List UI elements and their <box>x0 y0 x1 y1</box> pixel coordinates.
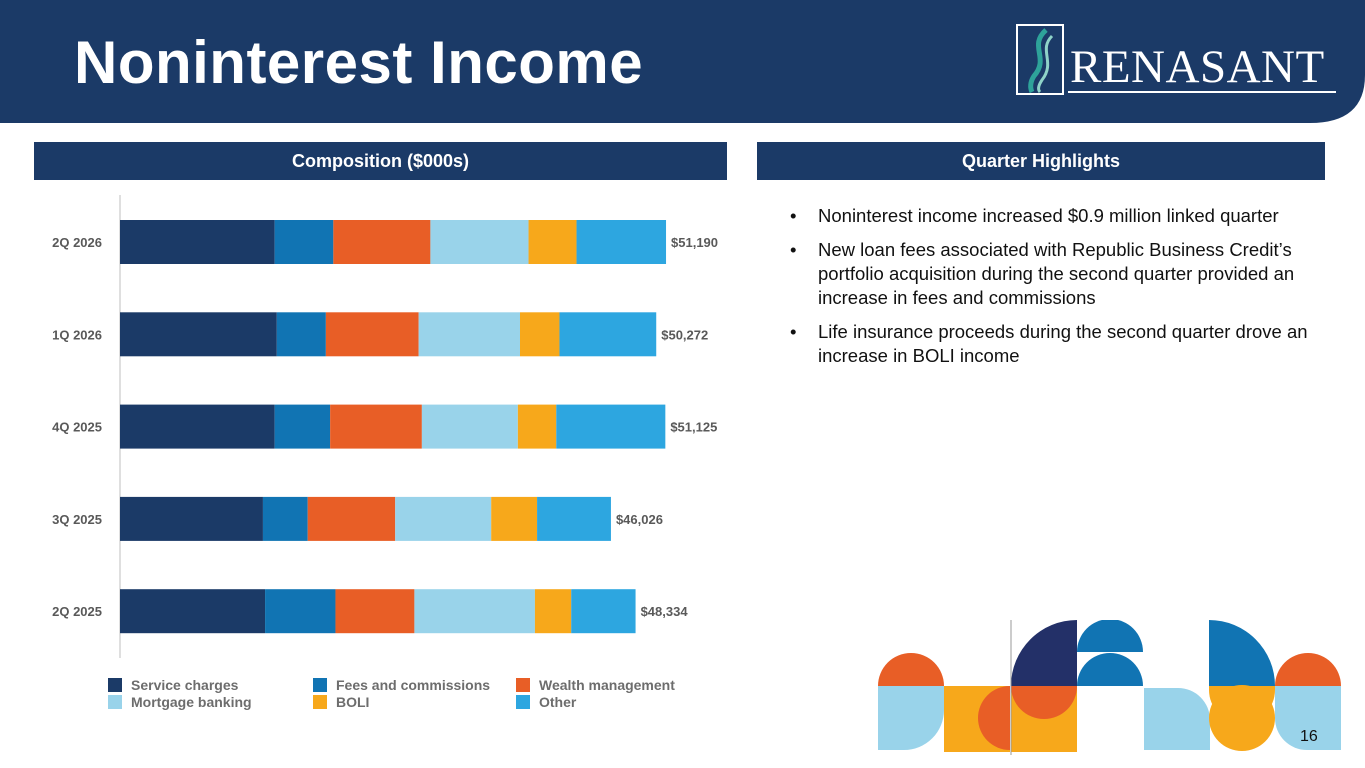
legend-item: Other <box>516 694 576 711</box>
category-label: 3Q 2025 <box>52 512 102 527</box>
bar-segment <box>330 404 422 449</box>
bar-segment <box>274 220 334 264</box>
bar-segment <box>528 220 577 264</box>
bar-segment <box>120 496 263 541</box>
bar-segment <box>120 220 275 264</box>
total-label: $51,125 <box>670 420 717 435</box>
bar-segment <box>120 589 266 634</box>
header-banner <box>0 0 1365 123</box>
slide-title: Noninterest Income <box>74 29 644 96</box>
stacked-bar-chart: 2Q 2026 $51,190 1Q 2026 $50,272 4Q 2025 $51,1… <box>52 195 718 658</box>
highlights-header: Quarter Highlights <box>757 142 1325 180</box>
bar-segment <box>491 496 538 541</box>
bar-segment <box>571 589 636 634</box>
legend-label: Fees and commissions <box>336 677 491 693</box>
total-label: $48,334 <box>641 604 689 619</box>
legend-item: Wealth management <box>516 677 675 694</box>
total-label: $50,272 <box>661 327 708 342</box>
bar-segment <box>276 312 326 357</box>
bar-segment <box>335 589 415 634</box>
legend-item: Fees and commissions <box>313 677 490 694</box>
legend-label: Mortgage banking <box>131 694 252 710</box>
bullet: • <box>790 239 797 260</box>
bar-segment <box>537 496 611 541</box>
bar-segment <box>274 404 331 449</box>
legend-label: Wealth management <box>539 677 675 693</box>
highlight-item: • Life insurance proceeds during the sec… <box>790 320 1335 368</box>
category-label: 2Q 2026 <box>52 235 102 250</box>
bar-segment <box>414 589 535 634</box>
legend-item: Mortgage banking <box>108 694 252 711</box>
highlight-item: • New loan fees associated with Republic… <box>790 238 1335 310</box>
bar-segment <box>265 589 336 634</box>
bar-segment <box>395 496 492 541</box>
highlight-item: • Noninterest income increased $0.9 mill… <box>790 204 1335 228</box>
bar-segment <box>120 312 277 357</box>
legend-swatch <box>313 678 327 692</box>
bar-segment <box>576 220 667 264</box>
composition-header: Composition ($000s) <box>34 142 727 180</box>
bullet: • <box>790 205 797 226</box>
highlight-text: New loan fees associated with Republic B… <box>818 239 1295 308</box>
page-number: 16 <box>1300 728 1318 745</box>
category-label: 4Q 2025 <box>52 420 102 435</box>
total-label: $46,026 <box>616 512 663 527</box>
bar-segment <box>120 404 275 449</box>
legend-label: BOLI <box>336 694 370 710</box>
highlight-text: Noninterest income increased $0.9 millio… <box>818 205 1279 226</box>
bar-segment <box>421 404 518 449</box>
category-label: 1Q 2026 <box>52 327 102 342</box>
legend-item: BOLI <box>313 694 369 711</box>
legend-label: Service charges <box>131 677 239 693</box>
category-label: 2Q 2025 <box>52 604 102 619</box>
highlights-list: • Noninterest income increased $0.9 mill… <box>790 204 1335 378</box>
bar-segment <box>520 312 560 357</box>
legend-swatch <box>313 695 327 709</box>
legend-swatch <box>108 695 122 709</box>
slide-header: Noninterest Income RENASANT <box>0 0 1365 123</box>
bar-segment <box>534 589 572 634</box>
legend-swatch <box>516 695 530 709</box>
legend-swatch <box>516 678 530 692</box>
total-label: $51,190 <box>671 235 718 250</box>
logo-mark <box>1016 24 1336 95</box>
bar-segment <box>333 220 431 264</box>
bar-segment <box>325 312 419 357</box>
bullet: • <box>790 321 797 342</box>
legend-swatch <box>108 678 122 692</box>
decorative-shapes <box>878 620 1341 755</box>
bar-segment <box>262 496 308 541</box>
bar-segment <box>559 312 657 357</box>
renasant-logo <box>1016 24 1338 96</box>
legend-label: Other <box>539 694 577 710</box>
logo-wordmark: RENASANT <box>1070 41 1325 93</box>
legend-item: Service charges <box>108 677 238 694</box>
bar-segment <box>307 496 396 541</box>
highlight-text: Life insurance proceeds during the secon… <box>818 321 1308 366</box>
bar-segment <box>418 312 520 357</box>
bar-segment <box>556 404 666 449</box>
bar-segment <box>430 220 529 264</box>
bar-segment <box>517 404 557 449</box>
